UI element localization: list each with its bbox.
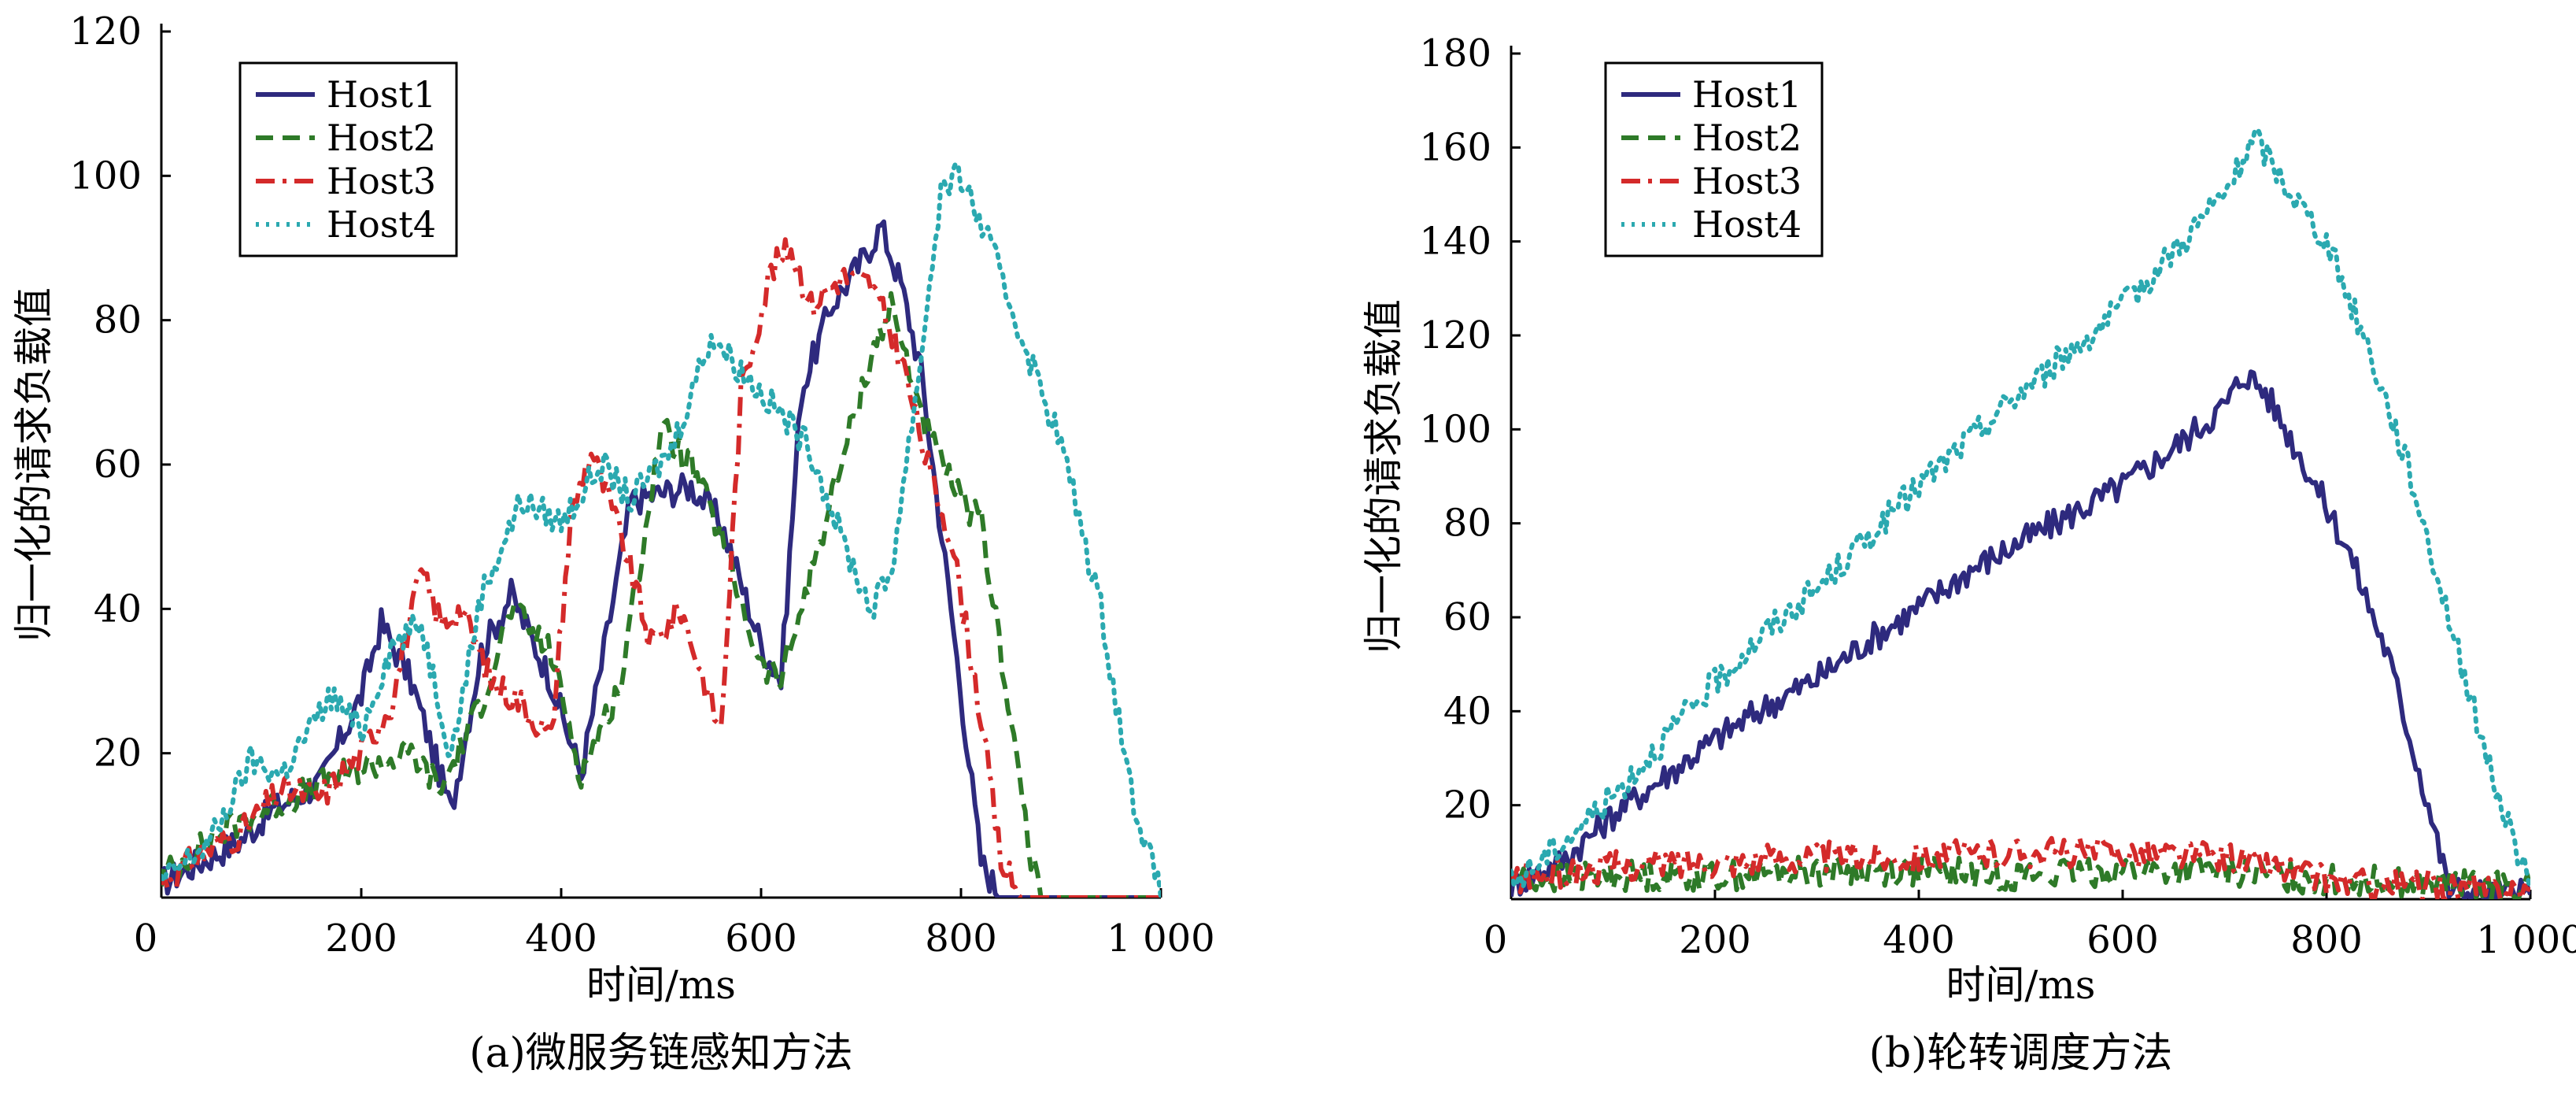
series-lines: [161, 161, 1161, 898]
y-tick-label: 40: [94, 587, 142, 631]
series-line-host1: [1511, 369, 2530, 899]
x-tick-label: 800: [2290, 918, 2363, 962]
legend-label-host2: Host2: [1692, 117, 1802, 159]
y-tick-label: 120: [1419, 313, 1491, 357]
chart-caption: (b)轮转调度方法: [1869, 1030, 2173, 1077]
series-lines: [1511, 127, 2530, 899]
x-tick-label: 200: [1679, 918, 1751, 962]
y-tick-label: 60: [94, 442, 142, 487]
y-tick-label: 80: [1443, 502, 1491, 546]
x-tick-label: 800: [925, 916, 997, 961]
legend-label-host4: Host4: [327, 203, 436, 246]
legend-label-host1: Host1: [327, 73, 436, 116]
series-line-host4: [1511, 127, 2530, 893]
chart-a-panel: 0 200 400 600 800 1 000 20 40 60 80 100 120 时间/ms 归一化…: [11, 9, 1215, 1077]
y-tick-label: 160: [1419, 125, 1491, 169]
legend-label-host4: Host4: [1692, 203, 1802, 246]
x-tick-label: 1 000: [2476, 918, 2576, 962]
series-line-host2: [161, 291, 1161, 898]
legend-label-host3: Host3: [1692, 160, 1802, 202]
y-axis-title: 归一化的请求负载值: [11, 287, 57, 642]
series-line-host4: [161, 161, 1161, 898]
series-line-host3: [161, 237, 1161, 898]
x-axis-title: 时间/ms: [586, 962, 736, 1008]
y-tick-label: 100: [69, 154, 142, 198]
x-tick-label: 400: [1883, 918, 1955, 962]
y-tick-label: 20: [1443, 783, 1491, 828]
x-tick-label: 1 000: [1107, 916, 1214, 961]
y-tick-label: 60: [1443, 595, 1491, 639]
x-axis-title: 时间/ms: [1946, 962, 2096, 1008]
y-tick-label: 120: [69, 9, 142, 54]
series-line-host3: [1511, 835, 2530, 899]
y-tick-label: 20: [94, 731, 142, 776]
y-axis-title: 归一化的请求负载值: [1361, 299, 1406, 654]
chart-caption: (a)微服务链感知方法: [469, 1030, 853, 1077]
x-tick-label: 0: [1484, 918, 1508, 962]
y-tick-label: 40: [1443, 689, 1491, 733]
y-tick-label: 180: [1419, 31, 1491, 76]
x-tick-label: 200: [325, 916, 397, 961]
y-tick-label: 140: [1419, 220, 1491, 264]
chart-b-panel: 0 200 400 600 800 1 000 20 40 60 80 100 120 140 160 18…: [1361, 31, 2576, 1077]
y-tick-label: 100: [1419, 407, 1491, 451]
x-tick-label: 600: [725, 916, 797, 961]
x-tick-label: 400: [525, 916, 597, 961]
x-tick-label: 600: [2086, 918, 2159, 962]
legend-label-host3: Host3: [327, 160, 436, 202]
legend-label-host2: Host2: [327, 117, 436, 159]
legend-label-host1: Host1: [1692, 73, 1802, 116]
series-line-host1: [161, 219, 1161, 898]
x-tick-label: 0: [134, 916, 158, 961]
y-tick-label: 80: [94, 298, 142, 342]
